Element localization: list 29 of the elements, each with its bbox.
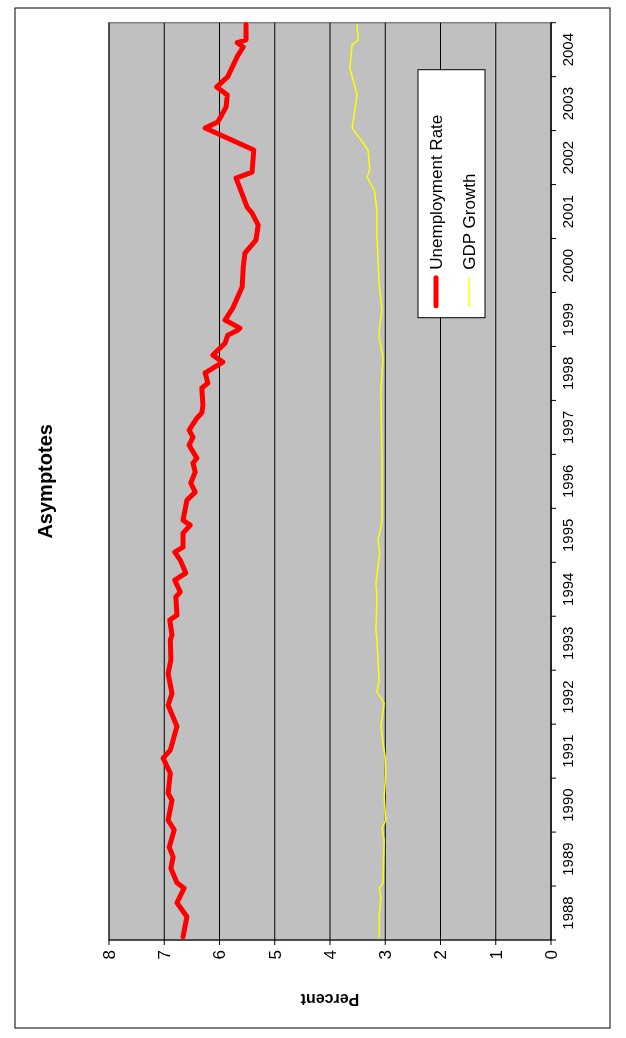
- y-tick-label: 1997: [559, 410, 576, 445]
- y-tick-label: 2004: [559, 32, 576, 67]
- y-tick-label: 1988: [559, 896, 576, 930]
- x-tick-label: 6: [210, 950, 230, 960]
- x-tick-label: 8: [99, 950, 119, 960]
- y-tick-label: 2001: [559, 194, 576, 229]
- y-tick-label: 2003: [559, 86, 576, 121]
- x-tick-label: 0: [541, 950, 561, 960]
- y-tick-label: 1995: [559, 518, 576, 552]
- x-tick-label: 1: [486, 950, 506, 960]
- x-tick-label: 4: [320, 950, 340, 960]
- x-tick-label: 7: [155, 950, 175, 960]
- y-tick-label: 1991: [559, 734, 576, 768]
- y-tick-label: 1996: [559, 464, 576, 499]
- x-tick-label: 5: [265, 950, 285, 960]
- x-axis-title: Percent: [299, 991, 360, 1008]
- y-tick-label: 1994: [559, 572, 576, 606]
- y-tick-label: 1998: [559, 356, 576, 391]
- legend: Unemployment Rate GDP Growth: [417, 69, 486, 319]
- x-tick-label: 3: [376, 950, 396, 960]
- y-tick-label: 2000: [559, 248, 576, 283]
- y-tick-label: 1992: [559, 680, 576, 714]
- y-tick-label: 1990: [559, 788, 576, 822]
- y-tick-label: 1999: [559, 302, 576, 337]
- y-tick-label: 1989: [559, 842, 576, 876]
- x-tick-label: 2: [431, 950, 451, 960]
- text: Asymptotes: [34, 424, 56, 539]
- y-tick-label: 1993: [559, 626, 576, 660]
- y-tick-label: 2002: [559, 140, 576, 175]
